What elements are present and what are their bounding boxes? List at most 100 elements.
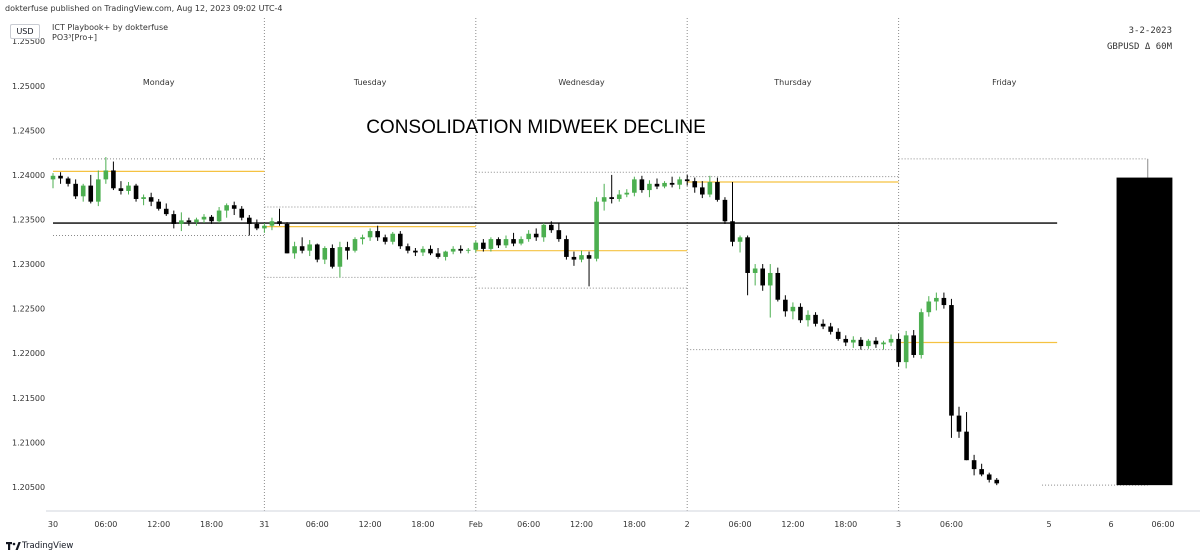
top-bar: dokterfuse published on TradingView.com,… <box>0 0 1200 18</box>
candle-down <box>783 299 788 312</box>
x-tick-label: 06:00 <box>517 520 540 529</box>
x-tick-label: 3 <box>896 520 901 529</box>
y-tick-label: 1.21000 <box>12 438 45 447</box>
candle-up <box>707 182 713 195</box>
candle-up <box>805 314 811 321</box>
candle-down <box>186 220 192 223</box>
candle-down <box>956 415 962 432</box>
y-tick-label: 1.24500 <box>12 126 45 135</box>
indicator-sub[interactable]: PO3³[Pro+] <box>52 33 98 42</box>
candle-up <box>488 239 494 249</box>
candle-down <box>571 256 577 260</box>
candle-up <box>662 182 667 187</box>
candle-up <box>616 194 622 199</box>
candle-up <box>450 248 456 252</box>
candle-down <box>669 182 675 185</box>
candle-up <box>903 335 909 363</box>
brand-label: TradingView <box>22 541 74 551</box>
candle-down <box>398 233 403 247</box>
candle-up <box>269 221 275 226</box>
candle-up <box>473 242 479 250</box>
candle-up <box>262 225 267 229</box>
candle-down <box>745 237 750 273</box>
candle-down <box>858 339 864 347</box>
candle-down <box>828 326 833 332</box>
x-tick-label: 12:00 <box>359 520 382 529</box>
candle-down <box>730 221 735 242</box>
candle-down <box>88 185 94 202</box>
candle-up <box>526 233 531 240</box>
candle-down <box>835 331 841 339</box>
candle-down <box>639 179 645 191</box>
x-axis: 30 06:00 12:00 18:00 31 06:00 12:00 18:00 Feb 06:… <box>48 520 1175 529</box>
candle-down <box>405 246 411 251</box>
candle-down <box>458 248 463 251</box>
candle-up <box>934 297 939 302</box>
x-tick-label: 5 <box>1046 520 1051 529</box>
range-block <box>1116 177 1173 486</box>
candle-up <box>420 248 426 253</box>
candle-up <box>752 268 758 273</box>
candle-down <box>775 272 781 300</box>
x-tick-label: 06:00 <box>940 520 963 529</box>
candle-down <box>549 224 554 231</box>
candle-up <box>918 312 924 355</box>
y-tick-label: 1.25000 <box>12 82 45 91</box>
candle-down <box>964 431 969 461</box>
candle-down <box>843 338 849 343</box>
x-tick-label: 18:00 <box>834 520 857 529</box>
candle-down <box>163 208 169 215</box>
candle-up <box>790 306 796 312</box>
candle-up <box>307 244 312 251</box>
candle-up <box>579 255 584 260</box>
currency-badge[interactable]: USD <box>10 24 40 39</box>
candle-down <box>428 248 433 254</box>
day-labels: Monday Tuesday Wednesday Thursday Friday <box>143 78 1017 87</box>
candle-up <box>141 197 146 199</box>
candle-down <box>156 201 161 209</box>
candle-down <box>896 338 901 363</box>
candle-down <box>941 297 947 306</box>
day-label: Monday <box>143 78 175 87</box>
x-tick-label: 06:00 <box>729 520 752 529</box>
candle-up <box>96 179 101 202</box>
candle-up <box>851 339 856 343</box>
x-tick-label: 06:00 <box>306 520 329 529</box>
candle-down <box>231 205 237 209</box>
candle-down <box>382 237 388 242</box>
x-tick-label: Feb <box>469 520 483 529</box>
candle-up <box>201 216 207 220</box>
candle-down <box>700 187 705 195</box>
candle-up <box>216 210 222 222</box>
candle-up <box>443 251 448 257</box>
candle-up <box>126 185 131 191</box>
candle-down <box>994 479 1000 484</box>
candle-down <box>345 247 350 251</box>
candle-down <box>299 246 305 251</box>
candle-up <box>103 170 109 180</box>
candle-down <box>533 233 539 238</box>
y-axis: 1.25500 1.25000 1.24500 1.24000 1.23500 1.230… <box>12 37 45 492</box>
day-label: Wednesday <box>558 78 605 87</box>
x-tick-label: 12:00 <box>147 520 170 529</box>
candle-down <box>247 217 252 224</box>
x-tick-label: 31 <box>259 520 269 529</box>
candle-up <box>518 239 524 244</box>
y-tick-label: 1.24000 <box>12 171 45 180</box>
candle-up <box>194 219 199 223</box>
x-tick-label: 12:00 <box>781 520 804 529</box>
candle-up <box>80 185 86 197</box>
candle-down <box>65 178 71 184</box>
published-by-label: dokterfuse published on TradingView.com,… <box>5 4 283 13</box>
candle-down <box>654 183 660 187</box>
day-label: Friday <box>992 78 1017 87</box>
candle-up <box>624 192 630 195</box>
indicator-name[interactable]: ICT Playbook+ by dokterfuse <box>52 23 169 32</box>
candle-down <box>760 268 765 286</box>
candle-down <box>715 182 720 200</box>
candle-up <box>881 342 886 345</box>
candle-up <box>737 237 743 242</box>
candle-up <box>465 249 471 251</box>
candle-down <box>435 253 441 257</box>
